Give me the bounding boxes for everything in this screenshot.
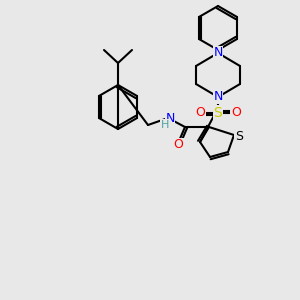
Text: S: S — [235, 130, 243, 142]
Text: H: H — [161, 120, 169, 130]
Text: O: O — [195, 106, 205, 119]
Text: O: O — [173, 139, 183, 152]
Text: N: N — [213, 46, 223, 59]
Text: N: N — [213, 91, 223, 103]
Text: N: N — [165, 112, 175, 124]
Text: S: S — [214, 106, 222, 120]
Text: O: O — [231, 106, 241, 119]
